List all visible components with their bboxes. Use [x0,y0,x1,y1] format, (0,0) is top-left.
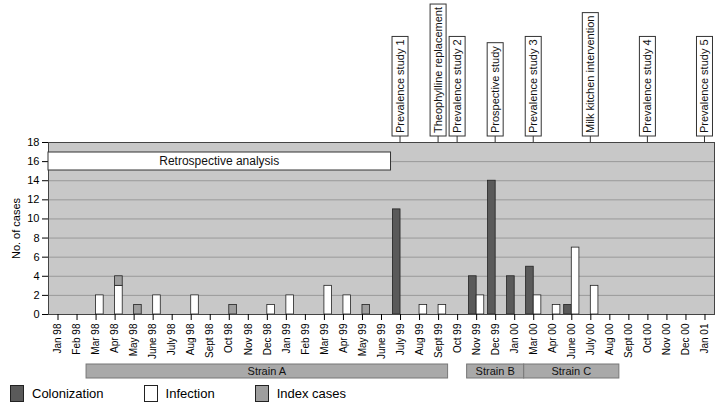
html-text:Infection: Infection [165,385,215,401]
svg-text:Oct 99: Oct 99 [452,323,463,353]
svg-text:16: 16 [27,155,39,167]
svg-text:Theophylline replacement: Theophylline replacement [432,7,444,133]
svg-text:Apr 98: Apr 98 [109,323,120,353]
svg-text:Nov 99: Nov 99 [471,323,482,355]
svg-text:Feb 98: Feb 98 [71,323,82,355]
svg-text:Strain B: Strain B [476,365,515,377]
svg-text:Feb 99: Feb 99 [300,323,311,355]
svg-text:Prospective study: Prospective study [489,46,501,133]
svg-text:Oct 98: Oct 98 [223,323,234,353]
svg-text:Aug 98: Aug 98 [185,323,196,355]
svg-text:No. of cases: No. of cases [10,197,22,259]
svg-text:July 00: July 00 [585,323,596,355]
svg-text:July 98: July 98 [166,323,177,355]
svg-text:Jan 99: Jan 99 [281,323,292,353]
svg-text:Prevalence study 2: Prevalence study 2 [451,39,463,133]
svg-text:Retrospective analysis: Retrospective analysis [159,154,279,168]
svg-text:Nov 00: Nov 00 [661,323,672,355]
svg-text:Sept 00: Sept 00 [623,323,634,358]
svg-text:Apr 00: Apr 00 [547,323,558,353]
svg-text:Dec 00: Dec 00 [680,323,691,355]
svg-text:Apr 99: Apr 99 [338,323,349,353]
svg-text:12: 12 [27,193,39,205]
svg-text:14: 14 [27,174,39,186]
svg-text:6: 6 [33,251,39,263]
svg-text:Mar 99: Mar 99 [319,323,330,355]
svg-text:Aug 99: Aug 99 [414,323,425,355]
svg-text:May 99: May 99 [357,323,368,356]
svg-text:Dec 99: Dec 99 [490,323,501,355]
svg-text:May 98: May 98 [128,323,139,356]
svg-text:Mar 00: Mar 00 [528,323,539,355]
html-text:Index cases: Index cases [276,385,347,401]
svg-text:Sept 98: Sept 98 [204,323,215,358]
svg-text:Dec 98: Dec 98 [262,323,273,355]
svg-text:Jan 01: Jan 01 [699,323,710,353]
svg-text:Prevalence study 5: Prevalence study 5 [698,39,710,133]
svg-text:Nov 98: Nov 98 [243,323,254,355]
svg-text:June 98: June 98 [147,323,158,359]
svg-text:June 99: June 99 [376,323,387,359]
svg-text:Aug 00: Aug 00 [604,323,615,355]
svg-text:4: 4 [33,270,39,282]
svg-text:Jan 98: Jan 98 [52,323,63,353]
svg-text:July 99: July 99 [395,323,406,355]
svg-text:Oct 00: Oct 00 [642,323,653,353]
svg-text:2: 2 [33,289,39,301]
svg-text:18: 18 [27,136,39,148]
svg-text:Jan 00: Jan 00 [509,323,520,353]
svg-text:10: 10 [27,212,39,224]
svg-text:Prevalence study 4: Prevalence study 4 [641,39,653,133]
svg-text:June 00: June 00 [566,323,577,359]
svg-text:Milk kitchen intervention: Milk kitchen intervention [584,16,596,133]
svg-text:Prevalence study 3: Prevalence study 3 [527,39,539,133]
html-text:Colonization: Colonization [32,385,104,401]
svg-text:Sept 99: Sept 99 [433,323,444,358]
svg-text:Strain A: Strain A [248,365,287,377]
svg-text:8: 8 [33,232,39,244]
svg-text:Prevalence study 1: Prevalence study 1 [394,39,406,133]
svg-text:Mar 98: Mar 98 [90,323,101,355]
svg-text:0: 0 [33,308,39,320]
svg-text:Strain C: Strain C [551,365,591,377]
